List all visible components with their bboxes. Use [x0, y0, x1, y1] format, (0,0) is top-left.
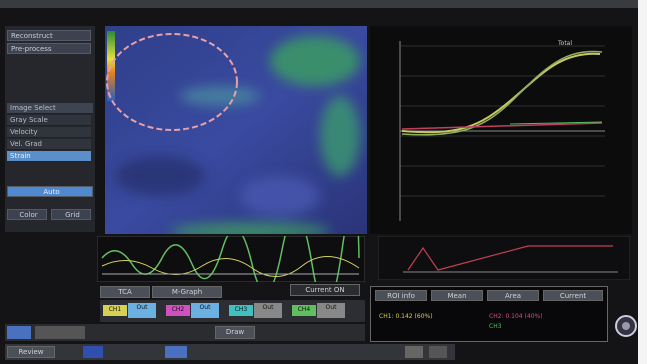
tab[interactable]: TCA [100, 286, 150, 298]
left-panel: Reconstruct Pre-process Image Select Gra… [5, 26, 95, 232]
graph-legend: Total [557, 40, 572, 47]
mode-option-selected[interactable]: Strain [7, 151, 91, 162]
channel-action[interactable]: Out [191, 303, 219, 318]
draw-button[interactable]: Draw [215, 326, 255, 339]
info-tab[interactable]: Current [543, 290, 603, 301]
button[interactable]: Color [7, 209, 47, 220]
info-tab[interactable]: Mean [431, 290, 483, 301]
channel[interactable]: CH4 [292, 305, 316, 316]
channel[interactable]: CH3 [229, 305, 253, 316]
current-toggle[interactable]: Current ON [290, 284, 360, 296]
channel-action[interactable]: Out [128, 303, 156, 318]
info-tab[interactable]: ROI info [375, 290, 427, 301]
button[interactable]: Pre-process [7, 43, 91, 54]
tool-button[interactable] [165, 346, 187, 358]
channel-action[interactable]: Out [317, 303, 345, 318]
auto-button[interactable]: Auto [7, 186, 93, 197]
channel[interactable]: CH2 [166, 305, 190, 316]
bottom-bar: Review [5, 344, 455, 360]
tool-button[interactable] [7, 326, 31, 339]
mode-option[interactable]: Vel. Grad [7, 139, 91, 150]
tool-button[interactable] [429, 346, 447, 358]
channel-bar: CH1 Out CH2 Out CH3 Out CH4 Out [100, 300, 365, 322]
time-curve-graph: Total [370, 26, 632, 234]
margin [638, 0, 647, 364]
title-bar [0, 0, 647, 8]
channel[interactable]: CH1 [103, 305, 127, 316]
mode-option[interactable]: Gray Scale [7, 115, 91, 126]
velocity-image [100, 26, 367, 234]
button[interactable]: Reconstruct [7, 30, 91, 41]
info-tab[interactable]: Area [487, 290, 539, 301]
tool-button[interactable] [83, 346, 103, 358]
mini-graph [378, 236, 630, 280]
info-box: ROI info Mean Area Current CH1: 0.142 (6… [370, 286, 608, 342]
tab[interactable]: M-Graph [152, 286, 222, 298]
mode-option[interactable]: Velocity [7, 127, 91, 138]
tool-button[interactable] [405, 346, 423, 358]
info-line: CH3 [489, 323, 502, 330]
channel-action[interactable]: Out [254, 303, 282, 318]
waveform-strip [97, 236, 365, 282]
camera-icon[interactable] [610, 310, 638, 340]
info-line: CH2: 0.104 (40%) [489, 313, 543, 320]
tool-button[interactable] [35, 326, 85, 339]
section-header: Image Select [7, 103, 93, 114]
toolbar: Draw [5, 324, 365, 341]
review-button[interactable]: Review [7, 346, 55, 358]
info-line: CH1: 0.142 (60%) [379, 313, 433, 320]
button[interactable]: Grid [51, 209, 91, 220]
app-window: Reconstruct Pre-process Image Select Gra… [0, 0, 647, 364]
